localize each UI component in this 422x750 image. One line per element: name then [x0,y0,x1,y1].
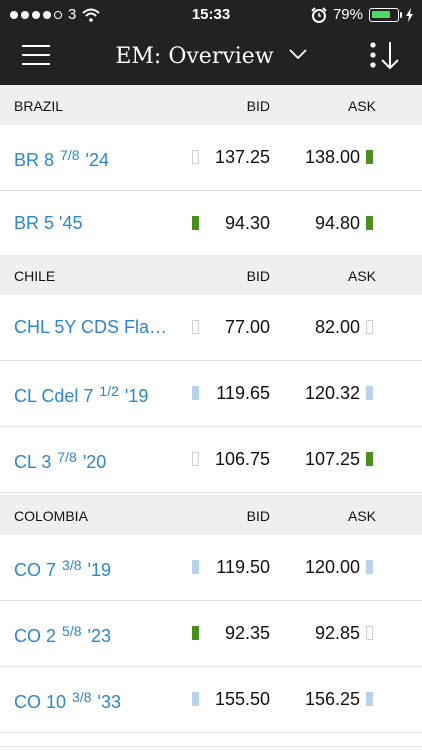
signal-group: 3 [10,6,101,23]
ask-column-header: ASK [347,508,376,524]
security-prefix: CL Cdel 7 [14,386,94,406]
bid-price: 119.65 [216,383,270,403]
ask-price: 156.25 [304,689,360,709]
ask-price: 107.25 [304,449,360,469]
security-prefix: CHL 5Y CDS Fla… [14,317,168,337]
section-header: COLOMBIA BID ASK [0,495,422,535]
maturity-year: '20 [82,452,107,472]
bid-column-header: BID [246,508,270,524]
charging-bolt-icon [406,7,413,22]
bid-change-indicator [192,560,199,574]
bid-change-indicator [192,692,199,706]
ask-price: 138.00 [304,147,360,167]
section-name: COLOMBIA [14,508,88,524]
security-name[interactable]: CO 10 3/8 '33 [14,689,121,713]
ask-change-indicator [366,452,373,466]
security-name[interactable]: CO 7 3/8 '19 [14,557,111,581]
ask-column-header: ASK [347,268,376,284]
section-name: BRAZIL [14,98,64,114]
bid-change-indicator [192,452,199,466]
coupon-fraction: 1/2 [99,383,119,399]
status-bar: 3 15:33 79% [0,0,422,28]
ask-change-indicator [366,320,373,334]
maturity-year: '19 [124,386,149,406]
section-header: BRAZIL BID ASK [0,85,422,125]
security-prefix: CL 3 [14,452,52,472]
security-name[interactable]: BR 5 '45 [14,213,82,234]
ask-column-header: ASK [347,98,376,114]
bid-price: 106.75 [214,449,270,469]
ask-change-indicator [366,216,373,230]
bid-change-indicator [192,626,199,640]
ask-price: 120.32 [304,383,360,403]
security-prefix: BR 5 '45 [14,213,83,233]
ask-change-indicator [366,386,373,400]
ask-change-indicator [366,560,373,574]
security-row[interactable]: CO 2 5/8 '23 92.35 92.85 [0,601,422,667]
security-name[interactable]: CL 3 7/8 '20 [14,449,106,473]
maturity-year: '23 [87,626,111,646]
security-row[interactable]: CL 3 7/8 '20 106.75 107.25 [0,427,422,493]
nav-bar: EM: Overview [0,28,422,85]
ask-change-indicator [366,626,373,640]
alarm-clock-icon [311,6,327,23]
maturity-year: '33 [97,692,121,712]
security-name[interactable]: CL Cdel 7 1/2 '19 [14,383,148,407]
bid-price: 119.50 [216,557,270,577]
security-name[interactable]: BR 8 7/8 '24 [14,147,109,171]
chevron-down-icon [289,49,307,59]
section-name: CHILE [14,268,56,284]
section-header: CHILE BID ASK [0,255,422,295]
bid-price: 94.30 [224,213,270,233]
coupon-fraction: 3/8 [72,689,92,705]
bottom-divider [0,746,422,750]
coupon-fraction: 3/8 [62,557,82,573]
security-name[interactable]: CO 2 5/8 '23 [14,623,111,647]
bid-price: 137.25 [214,147,270,167]
bid-change-indicator [192,386,199,400]
security-row[interactable]: CL Cdel 7 1/2 '19 119.65 120.32 [0,361,422,427]
ask-change-indicator [366,150,373,164]
wifi-icon [82,8,101,22]
security-prefix: CO 7 [14,560,57,580]
coupon-fraction: 5/8 [62,623,82,639]
bid-change-indicator [192,320,199,334]
hamburger-menu-icon[interactable] [22,45,50,67]
signal-dots-icon [10,10,62,19]
security-row[interactable]: CO 10 3/8 '33 155.50 156.25 [0,667,422,733]
ask-change-indicator [366,692,373,706]
bid-change-indicator [192,150,199,164]
bid-price: 155.50 [214,689,270,709]
clock: 15:33 [191,6,231,23]
bid-change-indicator [192,216,199,230]
security-row[interactable]: BR 8 7/8 '24 137.25 138.00 [0,125,422,191]
maturity-year: '19 [87,560,111,580]
ask-price: 82.00 [314,317,360,337]
status-right: 79% [311,6,414,23]
security-name[interactable]: CHL 5Y CDS Fla… [14,317,167,338]
carrier-label: 3 [68,6,77,23]
bid-column-header: BID [246,268,270,284]
ask-price: 120.00 [304,557,360,577]
security-row[interactable]: CHL 5Y CDS Fla… 77.00 82.00 [0,295,422,361]
sort-icon[interactable] [368,40,402,72]
page-title[interactable]: EM: Overview [0,44,422,69]
bid-price: 92.35 [224,623,270,643]
ask-price: 94.80 [314,213,360,233]
bid-column-header: BID [246,98,270,114]
security-row[interactable]: BR 5 '45 94.30 94.80 [0,191,422,257]
bid-price: 77.00 [224,317,270,337]
coupon-fraction: 7/8 [57,449,77,465]
ask-price: 92.85 [314,623,360,643]
battery-percent: 79% [332,6,363,23]
battery-icon [369,7,402,22]
security-prefix: CO 2 [14,626,57,646]
coupon-fraction: 7/8 [60,147,80,163]
security-prefix: CO 10 [14,692,67,712]
page-title-text: EM: Overview [115,44,274,69]
maturity-year: '24 [85,150,109,170]
security-prefix: BR 8 [14,150,55,170]
security-row[interactable]: CO 7 3/8 '19 119.50 120.00 [0,535,422,601]
